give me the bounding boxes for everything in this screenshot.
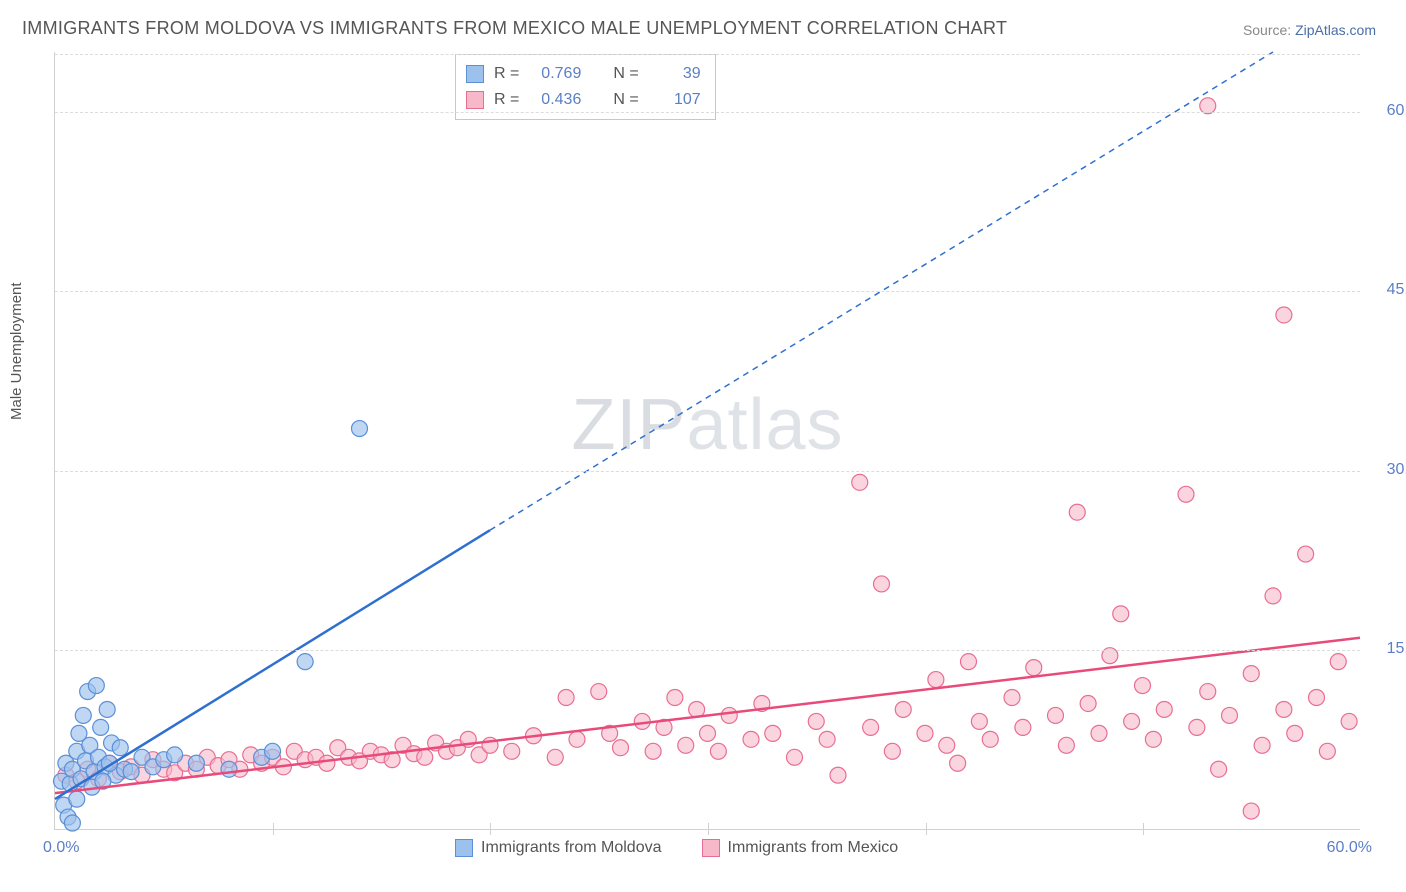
legend: Immigrants from Moldova Immigrants from … — [455, 839, 898, 857]
legend-swatch-mexico — [702, 839, 720, 857]
y-tick-label: 45.0% — [1372, 281, 1406, 299]
legend-item-moldova: Immigrants from Moldova — [455, 839, 662, 857]
stats-row-mexico: R = 0.436 N = 107 — [466, 87, 701, 113]
n-value-mexico: 107 — [649, 91, 701, 109]
legend-item-mexico: Immigrants from Mexico — [702, 839, 899, 857]
y-tick-label: 60.0% — [1372, 102, 1406, 120]
r-value-mexico: 0.436 — [529, 91, 581, 109]
y-tick-label: 30.0% — [1372, 461, 1406, 479]
chart-title: IMMIGRANTS FROM MOLDOVA VS IMMIGRANTS FR… — [22, 18, 1007, 39]
swatch-mexico — [466, 91, 484, 109]
source-attribution: Source: ZipAtlas.com — [1243, 22, 1376, 38]
swatch-moldova — [466, 65, 484, 83]
stats-row-moldova: R = 0.769 N = 39 — [466, 61, 701, 87]
n-label: N = — [613, 65, 638, 83]
legend-label-moldova: Immigrants from Moldova — [481, 839, 662, 857]
n-label-2: N = — [613, 91, 638, 109]
r-label-2: R = — [494, 91, 519, 109]
y-axis-label: Male Unemployment — [8, 282, 25, 420]
r-label: R = — [494, 65, 519, 83]
source-link[interactable]: ZipAtlas.com — [1295, 22, 1376, 38]
legend-label-mexico: Immigrants from Mexico — [728, 839, 899, 857]
legend-swatch-moldova — [455, 839, 473, 857]
x-tick-min: 0.0% — [43, 839, 79, 857]
correlation-stats-box: R = 0.769 N = 39 R = 0.436 N = 107 — [455, 54, 716, 120]
source-prefix: Source: — [1243, 22, 1295, 38]
y-tick-label: 15.0% — [1372, 640, 1406, 658]
chart-svg — [55, 52, 1360, 829]
r-value-moldova: 0.769 — [529, 65, 581, 83]
x-tick-max: 60.0% — [1327, 839, 1372, 857]
plot-area: ZIPatlas R = 0.769 N = 39 R = 0.436 N = … — [54, 52, 1360, 830]
n-value-moldova: 39 — [649, 65, 701, 83]
